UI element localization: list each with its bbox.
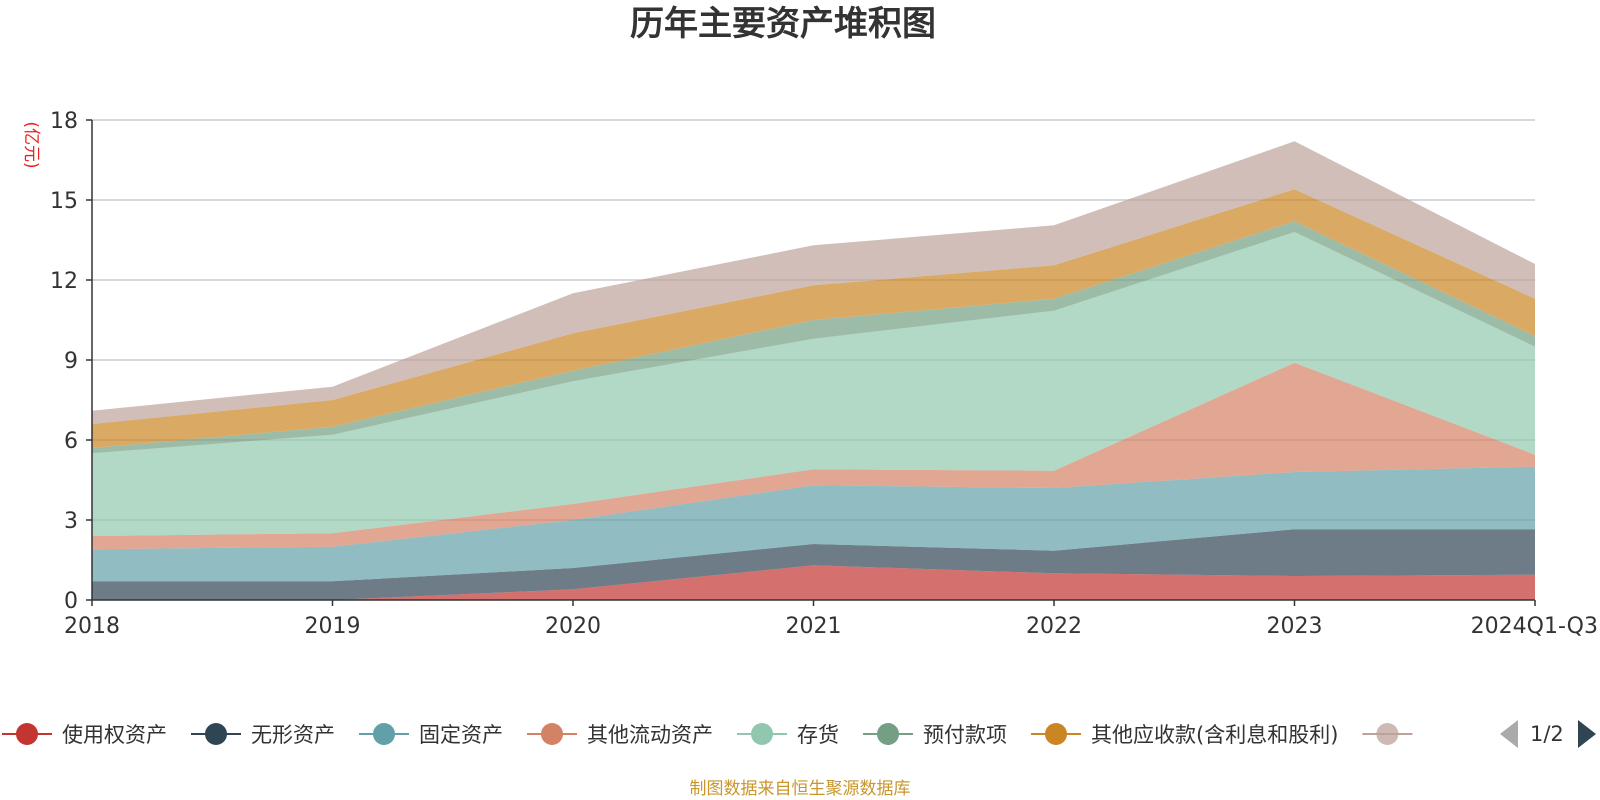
area-series-7 bbox=[92, 189, 1535, 449]
legend-label: 固定资产 bbox=[419, 723, 503, 747]
y-axis-ticks: 0 3 6 9 12 15 18 bbox=[50, 109, 92, 614]
x-tick-label: 2023 bbox=[1267, 614, 1323, 639]
legend-label: 预付款项 bbox=[923, 723, 1007, 747]
area-series-5 bbox=[92, 232, 1535, 536]
legend-item-5[interactable]: 存货 bbox=[737, 723, 839, 747]
legend: 使用权资产 无形资产 固定资产 其他流动资产 存货 预付款项 其他应收款(含利息和股利) bbox=[2, 723, 1413, 747]
area-series-4 bbox=[92, 362, 1535, 550]
legend-next-page-arrow[interactable] bbox=[1578, 720, 1596, 748]
y-tick-label: 18 bbox=[50, 109, 78, 134]
chart-title: 历年主要资产堆积图 bbox=[630, 4, 936, 44]
legend-prev-page-arrow[interactable] bbox=[1500, 720, 1518, 748]
legend-label: 其他应收款(含利息和股利) bbox=[1091, 723, 1338, 747]
legend-item-1[interactable]: 使用权资产 bbox=[2, 723, 167, 747]
legend-item-6[interactable]: 预付款项 bbox=[863, 723, 1007, 747]
x-tick-label: 2020 bbox=[545, 614, 601, 639]
legend-item-8[interactable] bbox=[1362, 723, 1413, 745]
legend-item-3[interactable]: 固定资产 bbox=[359, 723, 503, 747]
legend-pagination: 1/2 bbox=[1500, 720, 1596, 748]
x-axis-ticks: 2018 2019 2020 2021 2022 2023 2024Q1-Q3 bbox=[64, 600, 1598, 639]
area-series-1 bbox=[92, 565, 1535, 600]
legend-marker bbox=[877, 723, 899, 745]
x-tick-label: 2021 bbox=[786, 614, 842, 639]
y-tick-label: 9 bbox=[64, 349, 78, 374]
y-tick-label: 15 bbox=[50, 189, 78, 214]
x-tick-label: 2019 bbox=[305, 614, 361, 639]
x-tick-label: 2024Q1-Q3 bbox=[1471, 614, 1598, 639]
legend-label: 其他流动资产 bbox=[587, 723, 713, 747]
legend-marker bbox=[16, 723, 38, 745]
area-series-3 bbox=[92, 466, 1535, 582]
legend-marker bbox=[1045, 723, 1067, 745]
legend-label: 存货 bbox=[797, 723, 839, 747]
y-tick-label: 0 bbox=[64, 589, 78, 614]
y-axis-unit-label: (亿元) bbox=[21, 121, 41, 168]
legend-item-2[interactable]: 无形资产 bbox=[191, 723, 335, 747]
y-tick-label: 3 bbox=[64, 509, 78, 534]
x-tick-label: 2022 bbox=[1026, 614, 1082, 639]
legend-label: 无形资产 bbox=[251, 723, 335, 747]
y-tick-label: 12 bbox=[50, 269, 78, 294]
x-tick-label: 2018 bbox=[64, 614, 120, 639]
area-series-6 bbox=[92, 221, 1535, 454]
area-series-2 bbox=[92, 529, 1535, 600]
legend-label: 使用权资产 bbox=[62, 723, 167, 747]
legend-marker bbox=[751, 723, 773, 745]
data-source-note: 制图数据来自恒生聚源数据库 bbox=[690, 779, 911, 799]
legend-page-indicator: 1/2 bbox=[1530, 722, 1564, 746]
area-series-8 bbox=[92, 141, 1535, 425]
legend-item-7[interactable]: 其他应收款(含利息和股利) bbox=[1031, 723, 1338, 747]
legend-marker bbox=[541, 723, 563, 745]
legend-item-4[interactable]: 其他流动资产 bbox=[527, 723, 713, 747]
legend-marker bbox=[373, 723, 395, 745]
area-series-layer bbox=[92, 141, 1535, 600]
legend-marker bbox=[1376, 723, 1399, 745]
legend-marker bbox=[205, 723, 227, 745]
y-tick-label: 6 bbox=[64, 429, 78, 454]
